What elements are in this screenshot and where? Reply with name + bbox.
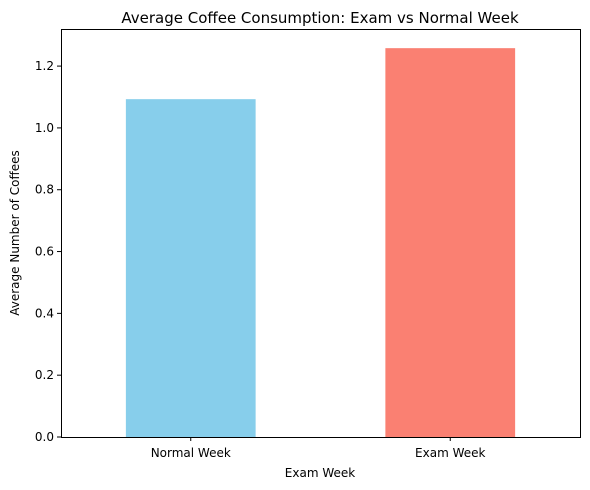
x-tick-label: Normal Week	[151, 446, 231, 460]
bars-group	[125, 48, 516, 437]
bar-normal-week	[125, 99, 256, 437]
y-tick-label: 0.6	[35, 245, 54, 259]
x-axis: Normal Week Exam Week	[151, 437, 486, 460]
y-axis-label: Average Number of Coffees	[8, 150, 22, 316]
chart-title: Average Coffee Consumption: Exam vs Norm…	[121, 9, 519, 27]
y-tick-label: 0.2	[35, 368, 54, 382]
bar-exam-week	[385, 48, 516, 437]
plot-frame	[61, 29, 581, 438]
y-tick-label: 1.0	[35, 121, 54, 135]
y-tick-label: 0.4	[35, 306, 54, 320]
x-tick-label: Exam Week	[415, 446, 485, 460]
y-tick-label: 1.2	[35, 59, 54, 73]
y-tick-label: 0.0	[35, 430, 54, 444]
x-axis-label: Exam Week	[285, 466, 355, 480]
y-tick-label: 0.8	[35, 183, 54, 197]
y-axis: 0.0 0.2 0.4 0.6 0.8 1.0 1.2	[35, 59, 61, 444]
